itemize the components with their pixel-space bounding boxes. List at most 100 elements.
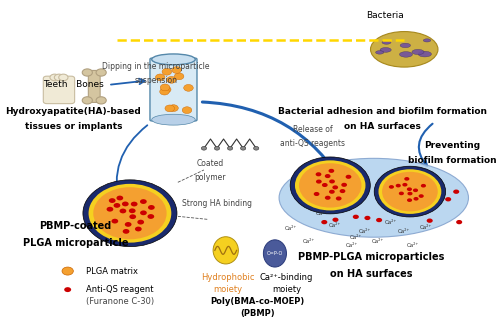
Circle shape (329, 190, 335, 194)
Circle shape (456, 220, 462, 224)
Circle shape (399, 192, 404, 195)
Circle shape (165, 105, 174, 112)
Text: PLGA matrix: PLGA matrix (86, 267, 139, 276)
Text: (Furanone C-30): (Furanone C-30) (86, 297, 154, 306)
Circle shape (374, 166, 446, 217)
Text: Ca²⁺: Ca²⁺ (328, 223, 340, 228)
Text: Strong HA binding: Strong HA binding (182, 199, 252, 208)
Circle shape (321, 220, 328, 224)
Circle shape (184, 85, 194, 91)
Circle shape (94, 187, 166, 239)
Circle shape (240, 146, 246, 150)
Text: Ca²⁺: Ca²⁺ (346, 243, 358, 248)
Text: PBMP-PLGA microparticles: PBMP-PLGA microparticles (298, 252, 445, 262)
Circle shape (106, 207, 114, 211)
Circle shape (396, 184, 401, 188)
Text: tissues or implants: tissues or implants (24, 122, 122, 131)
Circle shape (214, 146, 220, 150)
Circle shape (96, 97, 106, 104)
Circle shape (131, 202, 138, 206)
Text: Poly(BMA-co-MOEP): Poly(BMA-co-MOEP) (210, 298, 304, 307)
Text: Ca²⁺: Ca²⁺ (398, 229, 410, 234)
Ellipse shape (264, 240, 286, 267)
Circle shape (82, 69, 92, 76)
Text: Ca²⁺: Ca²⁺ (316, 211, 328, 216)
Circle shape (114, 203, 120, 208)
Circle shape (445, 197, 451, 201)
Ellipse shape (370, 32, 438, 67)
Circle shape (148, 214, 154, 219)
Circle shape (290, 157, 370, 214)
Text: Bacteria: Bacteria (366, 11, 404, 20)
FancyBboxPatch shape (88, 70, 100, 102)
Circle shape (83, 180, 177, 247)
Circle shape (408, 192, 412, 196)
Text: Ca²⁺: Ca²⁺ (350, 235, 362, 241)
Circle shape (336, 197, 342, 201)
Circle shape (404, 177, 409, 181)
Text: Ca²⁺: Ca²⁺ (285, 226, 297, 231)
Circle shape (174, 73, 184, 80)
Text: Preventing: Preventing (424, 141, 480, 150)
Text: moiety: moiety (272, 285, 301, 294)
Text: O=P-O: O=P-O (267, 251, 283, 256)
Circle shape (168, 105, 178, 112)
Circle shape (54, 74, 64, 81)
Circle shape (453, 189, 459, 194)
Circle shape (50, 74, 59, 81)
Circle shape (138, 220, 144, 225)
Text: Ca²⁺: Ca²⁺ (420, 225, 432, 230)
Circle shape (82, 97, 92, 104)
Circle shape (414, 197, 418, 201)
Circle shape (418, 194, 424, 198)
Text: Dipping in the microparticle: Dipping in the microparticle (102, 62, 210, 71)
Circle shape (254, 146, 259, 150)
Circle shape (62, 267, 74, 275)
Text: Anti-QS reagent: Anti-QS reagent (86, 285, 154, 294)
Ellipse shape (424, 39, 431, 42)
FancyBboxPatch shape (150, 58, 197, 121)
Circle shape (116, 196, 123, 200)
Circle shape (167, 77, 176, 83)
Text: on HA surfaces: on HA surfaces (330, 269, 413, 278)
Circle shape (346, 175, 352, 179)
Ellipse shape (400, 43, 410, 48)
Circle shape (122, 229, 130, 234)
Text: Coated: Coated (197, 159, 224, 168)
Circle shape (109, 198, 116, 203)
Ellipse shape (412, 49, 424, 55)
Circle shape (314, 192, 320, 196)
Text: (PBMP): (PBMP) (240, 309, 274, 318)
Circle shape (328, 169, 334, 173)
Circle shape (125, 222, 132, 227)
Ellipse shape (376, 51, 384, 54)
Circle shape (120, 209, 126, 213)
Ellipse shape (400, 52, 412, 57)
Circle shape (135, 226, 141, 231)
Circle shape (88, 184, 172, 243)
Circle shape (413, 189, 418, 192)
Circle shape (329, 179, 335, 183)
Circle shape (332, 185, 338, 189)
Ellipse shape (152, 54, 196, 65)
Circle shape (340, 189, 345, 193)
Text: Hydrophobic: Hydrophobic (201, 273, 254, 282)
Circle shape (122, 202, 128, 206)
Text: Ca²⁺: Ca²⁺ (372, 239, 384, 244)
Ellipse shape (279, 158, 468, 237)
Circle shape (140, 199, 147, 204)
Circle shape (162, 86, 171, 93)
Circle shape (376, 218, 382, 222)
Ellipse shape (418, 51, 432, 57)
Circle shape (325, 174, 330, 178)
Text: on HA surfaces: on HA surfaces (344, 122, 421, 131)
Circle shape (58, 74, 68, 81)
Circle shape (382, 172, 438, 211)
Circle shape (148, 205, 154, 210)
Text: moiety: moiety (214, 285, 242, 294)
Ellipse shape (380, 48, 391, 52)
Circle shape (160, 84, 170, 91)
Circle shape (322, 183, 328, 187)
Circle shape (407, 198, 412, 202)
Text: Ca²⁺: Ca²⁺ (407, 243, 419, 248)
